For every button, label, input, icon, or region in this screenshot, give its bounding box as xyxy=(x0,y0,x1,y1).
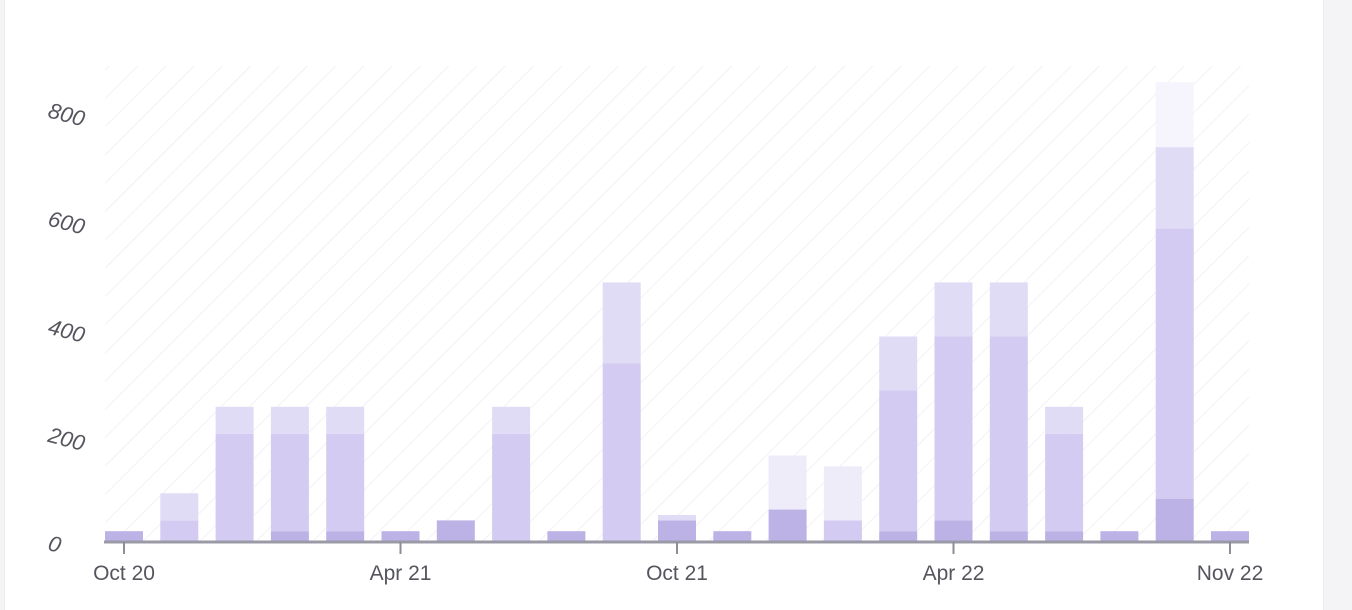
bar-segment-14-0 xyxy=(879,531,918,542)
bar-segment-6-0 xyxy=(436,520,475,542)
x-axis-ticks: Oct 20 Apr 21 Oct 21 Apr 22 Nov 22 xyxy=(93,542,1263,585)
bar-segment-17-1 xyxy=(1045,433,1084,532)
bar-segment-17-0 xyxy=(1045,531,1084,542)
bar-segment-3-2 xyxy=(270,406,309,434)
bar-segment-13-1 xyxy=(823,520,862,542)
bar-segment-2-1 xyxy=(215,433,254,542)
bar-segment-3-0 xyxy=(270,531,309,542)
bar-segment-12-3 xyxy=(768,455,807,510)
y-tick-label: 600 xyxy=(46,206,89,240)
bar-segment-15-1 xyxy=(934,336,973,521)
bar-segment-10-2 xyxy=(658,515,696,521)
bar-segment-16-1 xyxy=(989,336,1028,532)
bar-segment-7-1 xyxy=(492,433,531,542)
bar-chart: 0 200 400 600 800 Oct 20 Apr 21 Oct 21 Apr 22 No… xyxy=(45,66,1263,585)
bar-segment-18-0 xyxy=(1100,531,1139,542)
bar-segment-20-0 xyxy=(1211,531,1249,542)
bar-segment-1-2 xyxy=(160,493,199,521)
bar-segment-19-1 xyxy=(1155,228,1194,499)
y-tick-label: 0 xyxy=(46,530,65,558)
y-axis-ticks: 0 200 400 600 800 xyxy=(45,98,89,558)
bar-segment-4-2 xyxy=(326,406,365,434)
y-tick-label: 800 xyxy=(46,98,89,132)
bar-segment-0-0 xyxy=(105,531,143,542)
bar-segment-15-2 xyxy=(934,282,973,337)
bar-segment-3-1 xyxy=(270,433,309,532)
bar-segment-15-0 xyxy=(934,520,973,542)
bar-segment-5-0 xyxy=(381,531,420,542)
bar-segment-19-4 xyxy=(1155,82,1194,148)
bar-segment-2-2 xyxy=(215,406,254,434)
bar-segment-7-2 xyxy=(492,406,531,434)
bar-segment-10-0 xyxy=(658,520,696,542)
bar-segment-14-1 xyxy=(879,390,918,532)
y-tick-label: 200 xyxy=(45,422,89,456)
x-tick-label: Oct 21 xyxy=(646,562,708,585)
y-tick-label: 400 xyxy=(46,314,89,348)
bar-segment-19-0 xyxy=(1155,498,1194,542)
x-tick-label: Nov 22 xyxy=(1197,562,1264,585)
bar-segment-17-2 xyxy=(1045,406,1084,434)
bar-segment-14-2 xyxy=(879,336,918,391)
bar-segment-13-3 xyxy=(823,466,862,521)
x-tick-label: Apr 22 xyxy=(923,562,985,585)
bar-segment-19-2 xyxy=(1155,147,1194,229)
bars-group xyxy=(105,82,1249,542)
bar-segment-8-0 xyxy=(547,531,586,542)
bar-segment-16-2 xyxy=(989,282,1028,337)
x-tick-label: Oct 20 xyxy=(93,562,155,585)
chart-card: 0 200 400 600 800 Oct 20 Apr 21 Oct 21 Apr 22 No… xyxy=(4,0,1324,610)
bar-segment-9-2 xyxy=(602,282,641,364)
bar-segment-1-1 xyxy=(160,520,199,542)
bar-segment-4-1 xyxy=(326,433,365,532)
bar-segment-16-0 xyxy=(989,531,1028,542)
x-tick-label: Apr 21 xyxy=(370,562,432,585)
bar-segment-12-0 xyxy=(768,509,807,542)
bar-segment-9-1 xyxy=(602,363,641,542)
bar-segment-4-0 xyxy=(326,531,365,542)
bar-segment-11-0 xyxy=(713,531,752,542)
